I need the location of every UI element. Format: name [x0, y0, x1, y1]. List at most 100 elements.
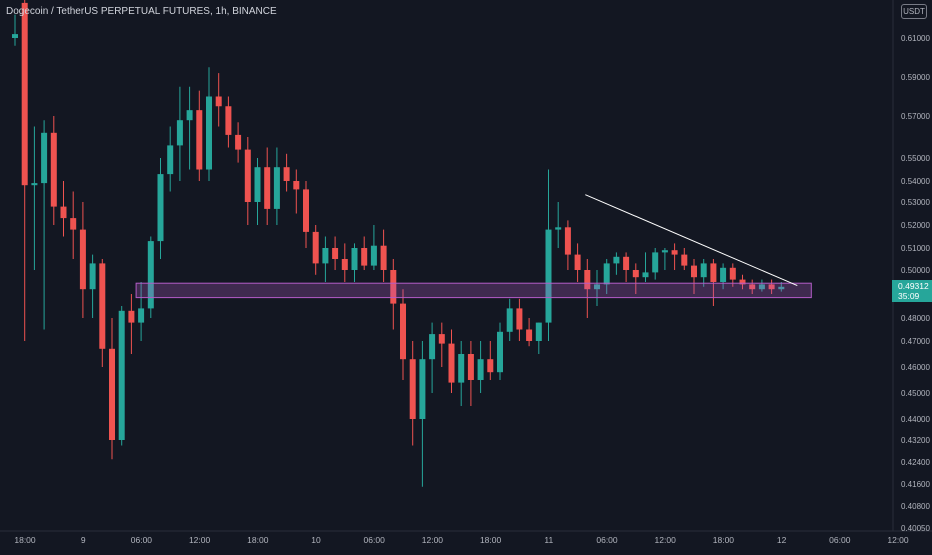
candle	[584, 259, 591, 318]
candle	[632, 263, 639, 294]
candle	[380, 229, 387, 282]
candle	[497, 322, 503, 380]
candle	[167, 126, 174, 192]
candle	[429, 322, 436, 393]
candle-body	[79, 229, 86, 290]
candle-body	[400, 303, 406, 360]
chart-title: Dogecoin / TetherUS PERPETUAL FUTURES, 1…	[6, 6, 277, 17]
candle-body	[332, 248, 339, 259]
time-tick-label: 06:00	[596, 535, 618, 545]
candle-body	[409, 359, 416, 419]
price-tick-label: 0.53000	[901, 198, 930, 207]
candle-body	[118, 310, 125, 440]
candle-body	[613, 256, 620, 264]
candle-body	[351, 248, 358, 270]
price-tick-label: 0.40050	[901, 524, 930, 533]
time-tick-label: 12:00	[887, 535, 909, 545]
candle	[50, 116, 57, 225]
candle	[574, 243, 581, 282]
last-price-badge: 0.49312 35:09	[892, 280, 932, 302]
candle	[671, 243, 678, 270]
candle-body	[448, 343, 455, 383]
candle-body	[21, 2, 28, 186]
candle-body	[390, 270, 397, 304]
currency-button[interactable]: USDT	[901, 4, 927, 19]
candle	[147, 236, 154, 318]
candle	[264, 147, 271, 225]
price-axis: 0.61000 0.59000 0.57000 0.55000 0.54000 0.530…	[901, 34, 930, 533]
candle-body	[652, 252, 659, 273]
candle	[467, 341, 474, 406]
price-tick-label: 0.40800	[901, 502, 930, 511]
candle	[12, 14, 18, 46]
candle	[41, 120, 48, 330]
candle-body	[545, 229, 552, 323]
trendline[interactable]	[585, 194, 798, 287]
candle	[215, 73, 222, 127]
candle-body	[429, 334, 436, 360]
candle-body	[535, 322, 542, 341]
candle	[196, 90, 203, 181]
support-zone[interactable]	[135, 282, 812, 299]
candle	[99, 259, 106, 367]
price-tick-label: 0.45000	[901, 389, 930, 398]
candle-body	[758, 284, 765, 290]
candle	[681, 248, 688, 270]
time-tick-label: 18:00	[480, 535, 502, 545]
candle	[691, 259, 697, 294]
price-tick-label: 0.47000	[901, 337, 930, 346]
candle	[176, 86, 183, 181]
candle	[535, 322, 542, 354]
time-tick-label: 18:00	[713, 535, 735, 545]
candle	[79, 202, 86, 318]
time-tick-label: 06:00	[131, 535, 153, 545]
candle	[157, 158, 164, 259]
price-tick-label: 0.41600	[901, 480, 930, 489]
price-tick-label: 0.59000	[901, 73, 930, 82]
candle-body	[584, 270, 591, 290]
time-tick-label: 06:00	[829, 535, 851, 545]
price-tick-label: 0.42400	[901, 458, 930, 467]
candle-body	[380, 245, 387, 270]
candle-body	[293, 181, 300, 190]
price-tick-label: 0.50000	[901, 266, 930, 275]
candle-body	[623, 256, 630, 270]
candle-body	[768, 284, 775, 290]
candle-body	[264, 167, 271, 209]
candle-body	[739, 279, 746, 285]
time-tick-label: 18:00	[14, 535, 36, 545]
candle-body	[312, 231, 319, 264]
candle-body	[632, 270, 639, 278]
candle	[60, 181, 67, 237]
time-tick-label: 12:00	[422, 535, 444, 545]
candle-body	[497, 331, 503, 373]
candle	[613, 252, 620, 275]
price-tick-label: 0.44000	[901, 415, 930, 424]
candle-body	[671, 250, 678, 255]
candle	[526, 318, 533, 347]
candle	[758, 279, 765, 292]
candle	[768, 279, 775, 294]
candle-body	[273, 167, 280, 209]
candle-body	[341, 259, 348, 270]
candle	[409, 341, 416, 446]
candle	[254, 158, 261, 225]
candle-body	[244, 149, 251, 202]
candle-body	[225, 106, 232, 135]
candle	[458, 341, 465, 406]
candle	[225, 96, 232, 148]
candle-body	[215, 96, 222, 107]
candle	[623, 252, 630, 282]
candle-body	[594, 284, 600, 290]
candle-body	[186, 110, 193, 121]
candle-body	[603, 263, 610, 285]
candle	[487, 341, 494, 380]
candle	[89, 254, 96, 318]
candle	[661, 248, 668, 270]
candle-body	[642, 272, 649, 278]
price-tick-label: 0.52000	[901, 221, 930, 230]
candle	[477, 341, 484, 393]
candle	[564, 220, 571, 270]
